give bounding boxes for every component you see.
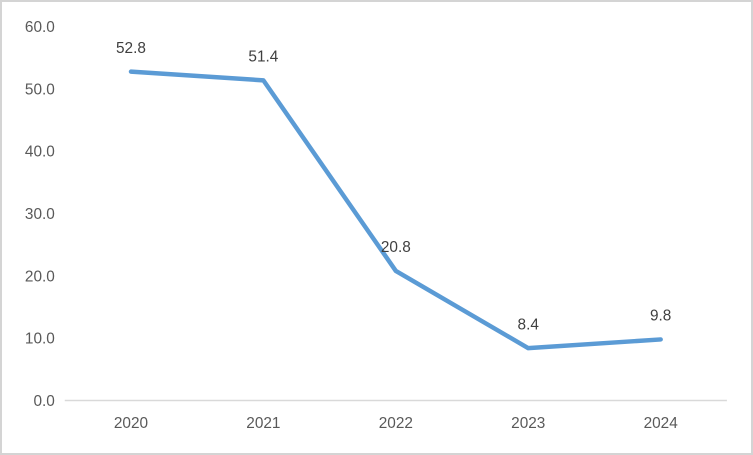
series-group — [128, 69, 663, 351]
y-tick-label: 0.0 — [33, 393, 54, 410]
data-label: 51.4 — [248, 49, 278, 66]
data-label: 9.8 — [650, 308, 671, 325]
x-axis-labels: 2020 2021 2022 2023 2024 — [114, 415, 678, 432]
y-tick-label: 10.0 — [25, 331, 55, 348]
x-tick-label: 2020 — [114, 415, 148, 432]
series-line — [128, 69, 663, 351]
y-axis-labels: 0.0 10.0 20.0 30.0 40.0 50.0 60.0 — [25, 19, 55, 410]
y-tick-label: 50.0 — [25, 81, 55, 98]
y-tick-label: 20.0 — [25, 268, 55, 285]
x-tick-label: 2021 — [246, 415, 280, 432]
x-tick-label: 2024 — [644, 415, 679, 432]
y-tick-label: 40.0 — [25, 144, 55, 161]
y-tick-label: 60.0 — [25, 19, 55, 36]
y-tick-label: 30.0 — [25, 206, 55, 223]
data-label: 20.8 — [381, 239, 411, 256]
data-labels: 52.8 51.4 20.8 8.4 9.8 — [116, 40, 671, 334]
x-tick-label: 2023 — [511, 415, 545, 432]
data-label: 52.8 — [116, 40, 146, 57]
x-tick-label: 2022 — [379, 415, 413, 432]
data-label: 8.4 — [518, 316, 540, 333]
